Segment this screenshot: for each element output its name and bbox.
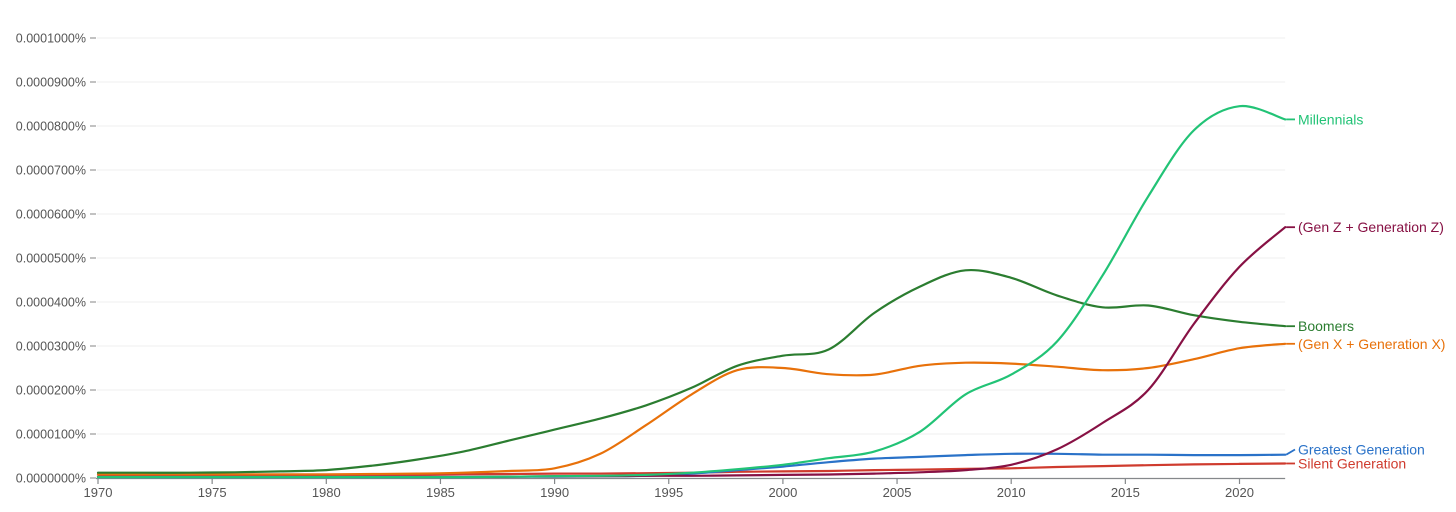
series-label-greatest-generation[interactable]: Greatest Generation xyxy=(1298,441,1425,457)
y-axis-tick-label: 0.0000500% xyxy=(16,252,86,266)
x-axis-tick-label: 2005 xyxy=(883,485,912,500)
x-axis-tick-label: 2015 xyxy=(1111,485,1140,500)
series-label-gen-x-generation-x[interactable]: (Gen X + Generation X) xyxy=(1298,336,1445,352)
y-axis-tick-label: 0.0000600% xyxy=(16,208,86,222)
y-axis-tick-label: 0.0000200% xyxy=(16,384,86,398)
y-axis-tick-label: 0.0000800% xyxy=(16,120,86,134)
series-line-millennials[interactable] xyxy=(96,105,1287,479)
y-axis-tick-label: 0.0000900% xyxy=(16,76,86,90)
y-axis-tick-label: 0.0001000% xyxy=(16,32,86,46)
series-line-boomers[interactable] xyxy=(96,268,1287,474)
y-axis-tick-label: 0.0000100% xyxy=(16,428,86,442)
x-axis-tick-label: 1975 xyxy=(198,485,227,500)
series-line-gen-x-generation-x[interactable] xyxy=(96,342,1287,476)
x-axis-tick-label: 1980 xyxy=(312,485,341,500)
x-axis-tick-label: 1985 xyxy=(426,485,455,500)
series-label-silent-generation[interactable]: Silent Generation xyxy=(1298,455,1406,471)
series-label-millennials[interactable]: Millennials xyxy=(1298,111,1363,127)
x-axis-tick-label: 1995 xyxy=(654,485,683,500)
x-axis-tick-label: 1970 xyxy=(84,485,113,500)
x-axis-tick-label: 2000 xyxy=(768,485,797,500)
x-axis-tick-label: 2020 xyxy=(1225,485,1254,500)
y-axis-tick-label: 0.0000700% xyxy=(16,164,86,178)
series-label-leader-greatest-generation xyxy=(1285,448,1296,456)
y-axis-tick-label: 0.0000000% xyxy=(16,472,86,486)
y-axis-tick-label: 0.0000300% xyxy=(16,340,86,354)
x-axis-tick-label: 2010 xyxy=(997,485,1026,500)
series-line-gen-z-generation-z[interactable] xyxy=(96,226,1287,478)
y-axis-tick-label: 0.0000400% xyxy=(16,296,86,310)
series-label-boomers[interactable]: Boomers xyxy=(1298,318,1354,334)
x-axis-tick-label: 1990 xyxy=(540,485,569,500)
series-label-gen-z-generation-z[interactable]: (Gen Z + Generation Z) xyxy=(1298,219,1444,235)
